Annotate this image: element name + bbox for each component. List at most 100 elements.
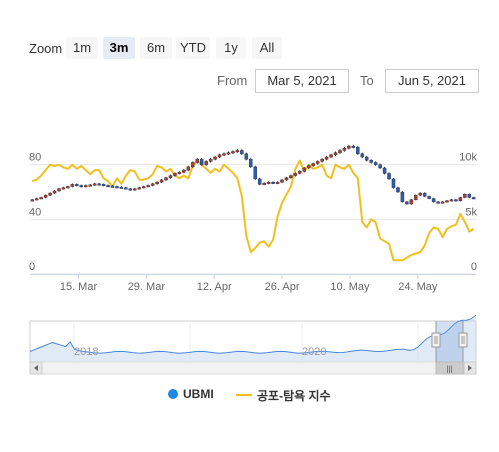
candle-body bbox=[155, 181, 159, 185]
candle-body bbox=[240, 150, 244, 154]
x-axis-tick-label: 24. May bbox=[398, 281, 438, 293]
candle-body bbox=[315, 161, 320, 164]
zoom-ytd-button[interactable]: YTD bbox=[176, 37, 210, 59]
scrollbar-grip-icon: ||| bbox=[446, 365, 452, 374]
candle-body bbox=[48, 192, 52, 196]
legend-ubmi-label: UBMI bbox=[183, 387, 214, 401]
candle-body bbox=[396, 187, 400, 193]
zoom-1m-button[interactable]: 1m bbox=[66, 37, 98, 59]
candle-body bbox=[458, 197, 463, 201]
right-axis-tick-label: 10k bbox=[459, 152, 477, 164]
candle-body bbox=[43, 195, 48, 198]
candle-body bbox=[405, 201, 409, 205]
candle-body bbox=[289, 175, 293, 178]
legend-index-line-icon bbox=[236, 394, 252, 396]
candle-body bbox=[177, 172, 182, 175]
candle-body bbox=[253, 166, 257, 180]
index-line-layer bbox=[31, 159, 475, 262]
axis-label-layer: 0 40 80 0 5k 10k 15. Mar 29. Mar 12. Apr 26. Apr 1… bbox=[29, 152, 477, 293]
candle-body bbox=[231, 151, 235, 154]
zoom-6m-button[interactable]: 6m bbox=[140, 37, 172, 59]
candle-body bbox=[137, 187, 142, 190]
candle-body bbox=[427, 196, 431, 199]
legend-ubmi-dot-icon bbox=[168, 389, 178, 399]
candle-body bbox=[364, 156, 369, 161]
candle-body bbox=[266, 181, 271, 184]
candle-body bbox=[75, 184, 79, 187]
x-axis-tick-label: 29. Mar bbox=[128, 281, 166, 293]
candle-body bbox=[306, 165, 311, 169]
to-date-input[interactable]: Jun 5, 2021 bbox=[385, 69, 479, 93]
candle-body bbox=[159, 179, 164, 183]
candle-body bbox=[168, 175, 173, 178]
navigator[interactable]: 2018 2020 ||| bbox=[0, 300, 499, 380]
candle-body bbox=[351, 145, 356, 148]
candle-body bbox=[400, 191, 405, 203]
candle-body bbox=[110, 185, 115, 188]
candle-body bbox=[70, 184, 75, 187]
candle-body bbox=[320, 158, 324, 162]
right-axis-tick-label: 0 bbox=[471, 261, 477, 273]
navigator-right-handle[interactable] bbox=[458, 332, 468, 348]
candle-body bbox=[79, 185, 84, 188]
candle-body bbox=[284, 177, 289, 181]
candle-body bbox=[369, 160, 373, 163]
candle-body bbox=[449, 199, 454, 202]
candle-body bbox=[302, 167, 307, 172]
candle-body bbox=[387, 173, 391, 180]
candle-body bbox=[347, 145, 351, 149]
candle-body bbox=[213, 156, 217, 160]
scrollbar-track[interactable] bbox=[29, 361, 477, 375]
zoom-3m-button[interactable]: 3m bbox=[103, 37, 135, 59]
candle-body bbox=[119, 186, 124, 189]
from-date-input[interactable]: Mar 5, 2021 bbox=[255, 69, 349, 93]
legend-item-index[interactable]: 공포-탐욕 지수 bbox=[236, 387, 331, 407]
x-axis-tick-label: 26. Apr bbox=[265, 281, 300, 293]
candle-body bbox=[298, 171, 302, 174]
legend-item-ubmi[interactable]: UBMI bbox=[168, 387, 214, 407]
candle-body bbox=[199, 158, 204, 165]
candle-body bbox=[204, 161, 208, 165]
navigator-left-handle[interactable] bbox=[431, 332, 441, 348]
candle-body bbox=[217, 154, 222, 158]
candle-body bbox=[115, 186, 119, 189]
from-label: From bbox=[217, 73, 248, 88]
candle-body bbox=[164, 177, 168, 181]
to-label: To bbox=[360, 73, 374, 88]
candle-body bbox=[324, 156, 329, 160]
candle-body bbox=[409, 199, 414, 205]
candle-body bbox=[66, 186, 70, 189]
candle-body bbox=[30, 199, 34, 202]
candle-body bbox=[431, 198, 436, 203]
candle-body bbox=[262, 183, 266, 185]
scrollbar-thumb[interactable] bbox=[435, 361, 464, 375]
zoom-1y-button[interactable]: 1y bbox=[216, 37, 246, 59]
candle-body bbox=[271, 181, 275, 184]
candle-body bbox=[34, 198, 39, 201]
candle-body bbox=[244, 153, 249, 160]
candle-body bbox=[360, 153, 365, 158]
candle-body bbox=[92, 183, 97, 186]
candle-body bbox=[182, 169, 186, 173]
candle-body bbox=[249, 158, 253, 168]
candle-body bbox=[293, 173, 298, 176]
candle-body bbox=[257, 178, 262, 185]
candle-body bbox=[333, 152, 338, 156]
navigator-year-label: 2020 bbox=[302, 346, 326, 358]
candle-body bbox=[150, 183, 155, 186]
candle-layer bbox=[30, 144, 476, 205]
scroll-right-arrow-icon bbox=[468, 365, 472, 371]
main-chart: 0 40 80 0 5k 10k 15. Mar 29. Mar 12. Apr 26. Apr 1… bbox=[29, 144, 477, 293]
left-axis-tick-label: 40 bbox=[29, 206, 41, 218]
candle-body bbox=[195, 158, 200, 163]
candle-body bbox=[418, 192, 423, 196]
zoom-all-button[interactable]: All bbox=[252, 37, 282, 59]
candle-body bbox=[133, 188, 137, 191]
candle-body bbox=[454, 199, 458, 202]
x-axis-tick-label: 10. May bbox=[330, 281, 370, 293]
right-axis-tick-label: 5k bbox=[465, 206, 477, 218]
candle-body bbox=[382, 167, 387, 174]
candle-body bbox=[128, 188, 133, 191]
candle-body bbox=[280, 179, 284, 183]
x-axis-tick-label: 15. Mar bbox=[60, 281, 98, 293]
